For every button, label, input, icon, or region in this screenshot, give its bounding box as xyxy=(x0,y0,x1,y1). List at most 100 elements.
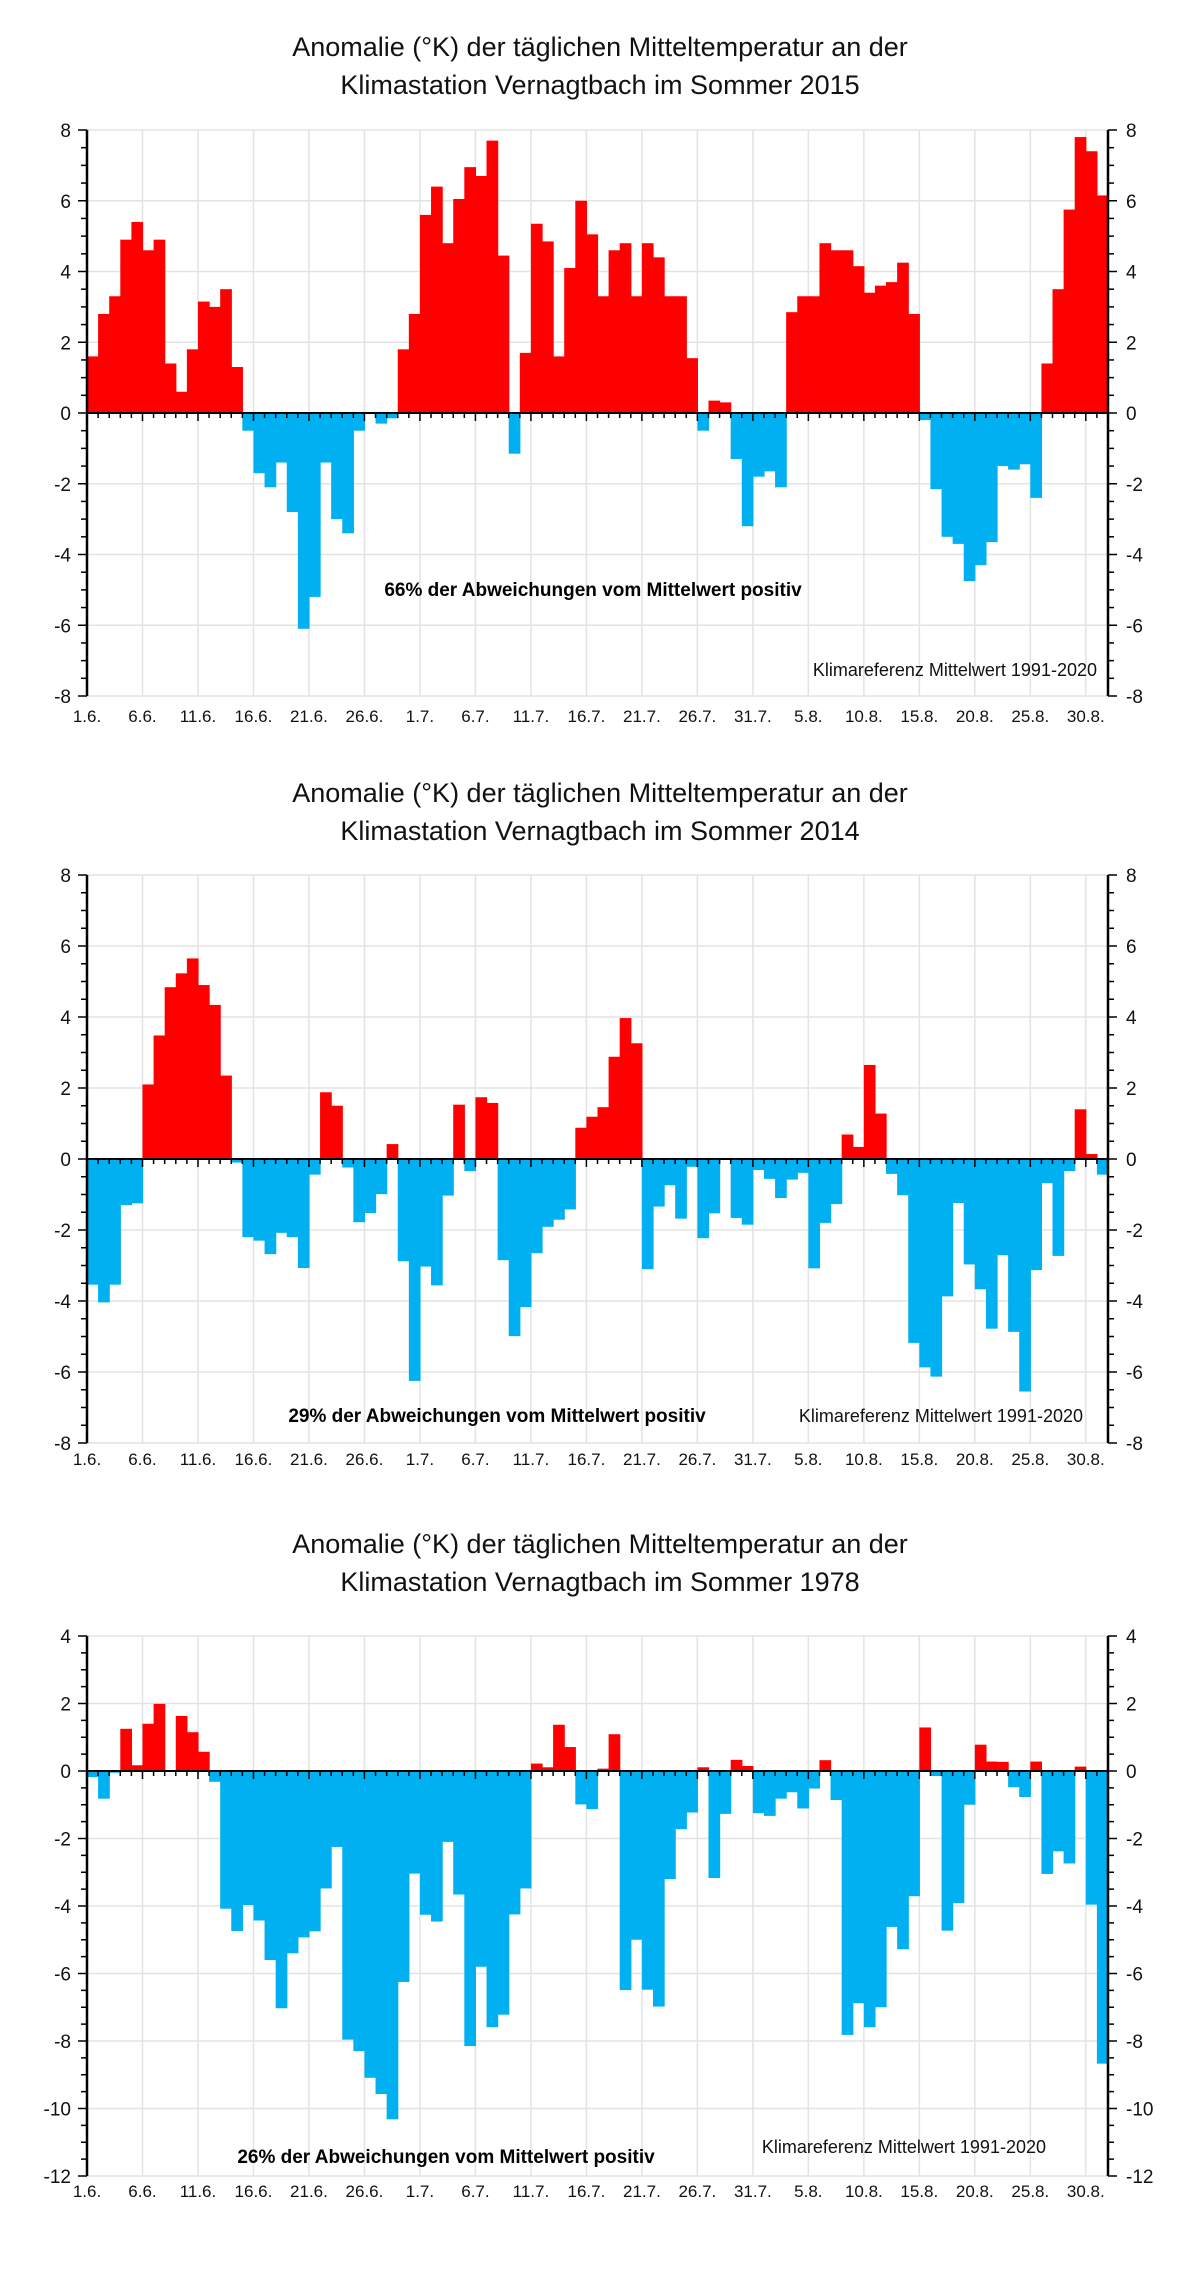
left-y-tick-label: -2 xyxy=(54,1221,71,1242)
bar-day-68 xyxy=(830,1159,843,1205)
bar-day-26 xyxy=(364,1771,377,2078)
bar-day-2 xyxy=(98,1771,110,1799)
bar-day-24 xyxy=(342,1771,354,2040)
bar-day-51 xyxy=(641,243,654,413)
bar-day-54 xyxy=(675,1159,687,1219)
x-tick-label: 6.6. xyxy=(128,2182,156,2201)
bar-day-11 xyxy=(197,1751,210,1771)
right-y-tick-label: -12 xyxy=(1126,2167,1153,2188)
bar-day-62 xyxy=(763,413,776,472)
bar-day-5 xyxy=(131,221,144,413)
bar-day-3 xyxy=(109,296,121,413)
right-y-tick-label: 0 xyxy=(1126,1150,1137,1171)
bar-day-36 xyxy=(475,175,488,413)
left-y-tick-label: -10 xyxy=(44,2100,71,2121)
right-y-tick-label: 8 xyxy=(1126,121,1137,142)
bar-day-74 xyxy=(897,262,909,413)
positive-share-annotation: 29% der Abweichungen vom Mittelwert posi… xyxy=(288,1406,706,1427)
bar-day-64 xyxy=(786,1159,798,1180)
x-tick-label: 5.8. xyxy=(794,707,822,726)
bar-day-79 xyxy=(952,413,965,544)
bar-day-23 xyxy=(331,1105,343,1159)
bar-day-55 xyxy=(686,358,698,413)
right-y-tick-label: 4 xyxy=(1126,1008,1137,1029)
x-tick-label: 6.7. xyxy=(461,2182,489,2201)
right-y-tick-label: -6 xyxy=(1126,1965,1143,1986)
bar-day-67 xyxy=(819,243,832,413)
bar-day-15 xyxy=(242,1159,255,1238)
x-tick-label: 21.6. xyxy=(290,2182,328,2201)
bar-day-35 xyxy=(464,1159,477,1172)
x-tick-label: 21.6. xyxy=(290,707,328,726)
bar-day-18 xyxy=(275,1159,288,1233)
left-y-tick-label: -4 xyxy=(54,1292,71,1313)
bar-day-23 xyxy=(331,413,343,520)
bar-day-27 xyxy=(375,1771,388,2094)
positive-share-annotation: 26% der Abweichungen vom Mittelwert posi… xyxy=(237,2147,655,2168)
bar-day-71 xyxy=(863,1771,876,2028)
right-y-tick-label: 0 xyxy=(1126,1762,1137,1783)
x-tick-label: 31.7. xyxy=(734,1450,772,1469)
left-y-tick-label: 4 xyxy=(60,263,71,284)
bar-day-71 xyxy=(863,292,876,413)
right-y-tick-label: -2 xyxy=(1126,475,1143,496)
bar-day-52 xyxy=(652,1159,665,1207)
x-tick-label: 16.6. xyxy=(235,707,273,726)
positive-share-annotation: 66% der Abweichungen vom Mittelwert posi… xyxy=(384,580,802,601)
bar-day-18 xyxy=(275,413,288,463)
bar-day-23 xyxy=(331,1771,343,1847)
bar-day-9 xyxy=(175,973,188,1159)
x-tick-label: 26.7. xyxy=(678,707,716,726)
bar-day-21 xyxy=(308,1771,321,1932)
bar-day-85 xyxy=(1019,1159,1031,1392)
bar-day-92 xyxy=(1096,1159,1109,1175)
bar-day-4 xyxy=(120,1728,132,1771)
bar-day-72 xyxy=(874,285,887,413)
left-y-tick-label: -2 xyxy=(54,1830,71,1851)
x-tick-label: 11.6. xyxy=(180,2182,217,2201)
x-tick-label: 11.7. xyxy=(513,1450,550,1469)
bar-day-33 xyxy=(442,1159,454,1196)
x-tick-label: 11.7. xyxy=(513,707,550,726)
left-y-tick-label: 0 xyxy=(60,1762,71,1783)
bar-day-57 xyxy=(708,1771,721,1878)
bar-day-66 xyxy=(808,1159,821,1269)
bar-day-38 xyxy=(497,255,510,413)
bar-day-90 xyxy=(1074,1109,1087,1159)
bar-day-16 xyxy=(253,1771,266,1921)
x-tick-label: 20.8. xyxy=(956,2182,994,2201)
bar-day-40 xyxy=(519,1771,532,1889)
bar-day-61 xyxy=(752,1159,765,1171)
bar-day-27 xyxy=(375,1159,388,1195)
bar-day-91 xyxy=(1085,1154,1098,1159)
bar-day-59 xyxy=(730,413,743,459)
x-tick-label: 11.6. xyxy=(180,1450,217,1469)
bar-day-13 xyxy=(220,1075,232,1159)
left-y-tick-label: -4 xyxy=(54,546,71,567)
bar-day-69 xyxy=(841,250,854,413)
x-tick-label: 21.7. xyxy=(623,1450,661,1469)
bar-day-42 xyxy=(542,1159,554,1227)
right-y-tick-label: -4 xyxy=(1126,1897,1143,1918)
right-y-tick-label: 4 xyxy=(1126,1627,1137,1648)
x-tick-label: 16.7. xyxy=(567,1450,605,1469)
bar-day-77 xyxy=(930,413,943,490)
bar-day-50 xyxy=(630,1043,643,1159)
bar-day-3 xyxy=(109,1159,121,1285)
bar-day-74 xyxy=(897,1771,909,1950)
bar-day-10 xyxy=(186,1732,199,1771)
bar-day-4 xyxy=(120,1159,132,1206)
bar-day-43 xyxy=(553,1159,565,1220)
bar-day-21 xyxy=(308,1159,321,1175)
left-y-tick-label: 0 xyxy=(60,1150,71,1171)
bar-day-38 xyxy=(497,1771,510,2015)
bar-day-53 xyxy=(664,1771,676,1879)
left-y-tick-label: -8 xyxy=(54,2032,71,2053)
bar-day-20 xyxy=(297,413,310,629)
bar-day-45 xyxy=(575,1771,588,1805)
bar-day-47 xyxy=(597,296,610,413)
x-tick-label: 5.8. xyxy=(794,1450,822,1469)
bar-day-28 xyxy=(386,1144,399,1159)
bar-day-69 xyxy=(841,1771,854,2035)
